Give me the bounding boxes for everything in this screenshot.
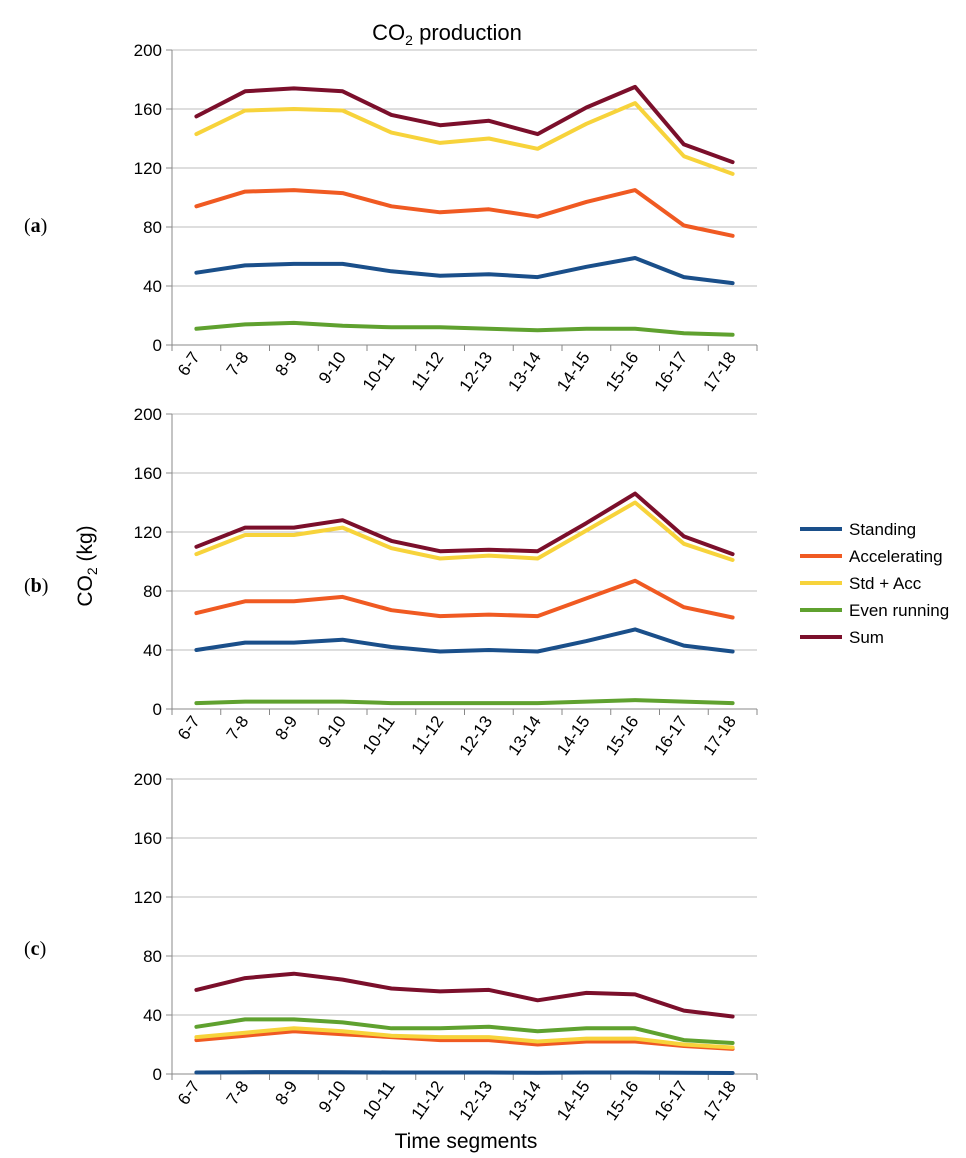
y-tick-label: 40 xyxy=(143,1006,162,1025)
y-tick-label: 160 xyxy=(134,829,162,848)
x-tick-label: 7-8 xyxy=(223,1077,253,1108)
series-line-standing xyxy=(194,1070,735,1075)
x-tick-label: 9-10 xyxy=(315,348,350,387)
y-tick-label: 0 xyxy=(153,1065,162,1084)
legend-label: Sum xyxy=(849,628,884,647)
y-tick-label: 120 xyxy=(134,523,162,542)
x-tick-label: 11-12 xyxy=(408,712,448,757)
legend-label: Even running xyxy=(849,601,949,620)
series-line-std-acc xyxy=(194,500,735,562)
x-tick-label: 16-17 xyxy=(651,712,692,759)
panel-b-chart: 0 40 80 120 160 200 6-7 7-8 8-9 9-10 10-11 11-12 12-… xyxy=(134,405,758,759)
y-axis-label: CO2 (kg) xyxy=(74,525,100,606)
x-tick-label: 6-7 xyxy=(174,1077,204,1108)
series-line-sum xyxy=(194,84,735,165)
series-line-standing xyxy=(194,627,735,654)
series-line-even-running xyxy=(194,698,735,706)
x-tick-label: 16-17 xyxy=(651,348,692,395)
panel-label-b: (b) xyxy=(24,575,48,597)
x-tick-label: 14-15 xyxy=(553,348,594,395)
x-tick-label: 10-11 xyxy=(359,1077,399,1122)
legend-label: Standing xyxy=(849,520,916,539)
x-tick-label: 9-10 xyxy=(315,712,350,751)
y-tick-label: 40 xyxy=(143,641,162,660)
series-line-standing xyxy=(194,256,735,286)
series-line-std-acc xyxy=(194,101,735,176)
x-tick-label: 16-17 xyxy=(651,1077,692,1124)
legend-label: Accelerating xyxy=(849,547,943,566)
legend: Standing Accelerating Std + Acc Even runnin… xyxy=(800,520,949,647)
series-line-accelerating xyxy=(194,578,735,620)
series-line-std-acc xyxy=(194,1026,735,1050)
y-tick-label: 120 xyxy=(134,888,162,907)
x-tick-label: 7-8 xyxy=(223,348,253,379)
x-tick-label: 10-11 xyxy=(359,348,399,393)
x-tick-label: 7-8 xyxy=(223,712,253,743)
y-tick-label: 160 xyxy=(134,464,162,483)
x-tick-label: 15-16 xyxy=(602,1077,643,1124)
x-tick-label: 12-13 xyxy=(456,348,497,395)
x-tick-label: 15-16 xyxy=(602,348,643,395)
y-tick-label: 40 xyxy=(143,277,162,296)
x-tick-label: 8-9 xyxy=(271,1077,301,1108)
x-tick-label: 10-11 xyxy=(359,712,399,757)
figure-title: CO2 production xyxy=(372,20,522,48)
x-tick-label: 13-14 xyxy=(504,712,545,759)
y-tick-label: 0 xyxy=(153,336,162,355)
x-tick-label: 11-12 xyxy=(408,1077,448,1122)
x-tick-label: 17-18 xyxy=(699,1077,740,1124)
x-tick-label: 9-10 xyxy=(315,1077,350,1116)
series-line-accelerating xyxy=(194,1029,735,1051)
x-tick-label: 11-12 xyxy=(408,348,448,393)
legend-label: Std + Acc xyxy=(849,574,922,593)
y-tick-label: 80 xyxy=(143,947,162,966)
x-tick-label: 15-16 xyxy=(602,712,643,759)
series-line-accelerating xyxy=(194,188,735,238)
series-line-even-running xyxy=(194,1017,735,1045)
series-line-even-running xyxy=(194,320,735,337)
y-tick-label: 0 xyxy=(153,700,162,719)
x-tick-label: 17-18 xyxy=(699,712,740,759)
panel-label-a: (a) xyxy=(24,215,47,237)
y-tick-label: 120 xyxy=(134,159,162,178)
y-tick-label: 160 xyxy=(134,100,162,119)
y-tick-label: 80 xyxy=(143,218,162,237)
x-axis-label: Time segments xyxy=(395,1130,538,1153)
y-tick-label: 200 xyxy=(134,405,162,424)
x-tick-label: 12-13 xyxy=(456,712,497,759)
x-tick-label: 13-14 xyxy=(504,348,545,395)
panel-c-chart: 0 40 80 120 160 200 6-7 7-8 8-9 9-10 10-11 11-12 12-… xyxy=(134,770,758,1124)
x-tick-label: 8-9 xyxy=(271,348,301,379)
x-tick-label: 8-9 xyxy=(271,712,301,743)
x-tick-label: 14-15 xyxy=(553,712,594,759)
y-tick-label: 200 xyxy=(134,770,162,789)
panel-a-chart: 0 40 80 120 160 200 6-7 7-8 8-9 9-10 10-11 11-12 12-… xyxy=(134,41,758,395)
series-line-sum xyxy=(194,491,735,557)
y-tick-label: 200 xyxy=(134,41,162,60)
series-line-sum xyxy=(194,971,735,1019)
panel-label-c: (c) xyxy=(24,938,46,960)
x-tick-label: 12-13 xyxy=(456,1077,497,1124)
x-tick-label: 13-14 xyxy=(504,1077,545,1124)
y-tick-label: 80 xyxy=(143,582,162,601)
x-tick-label: 14-15 xyxy=(553,1077,594,1124)
x-tick-label: 17-18 xyxy=(699,348,740,395)
x-tick-label: 6-7 xyxy=(174,348,204,379)
x-tick-label: 6-7 xyxy=(174,712,204,743)
